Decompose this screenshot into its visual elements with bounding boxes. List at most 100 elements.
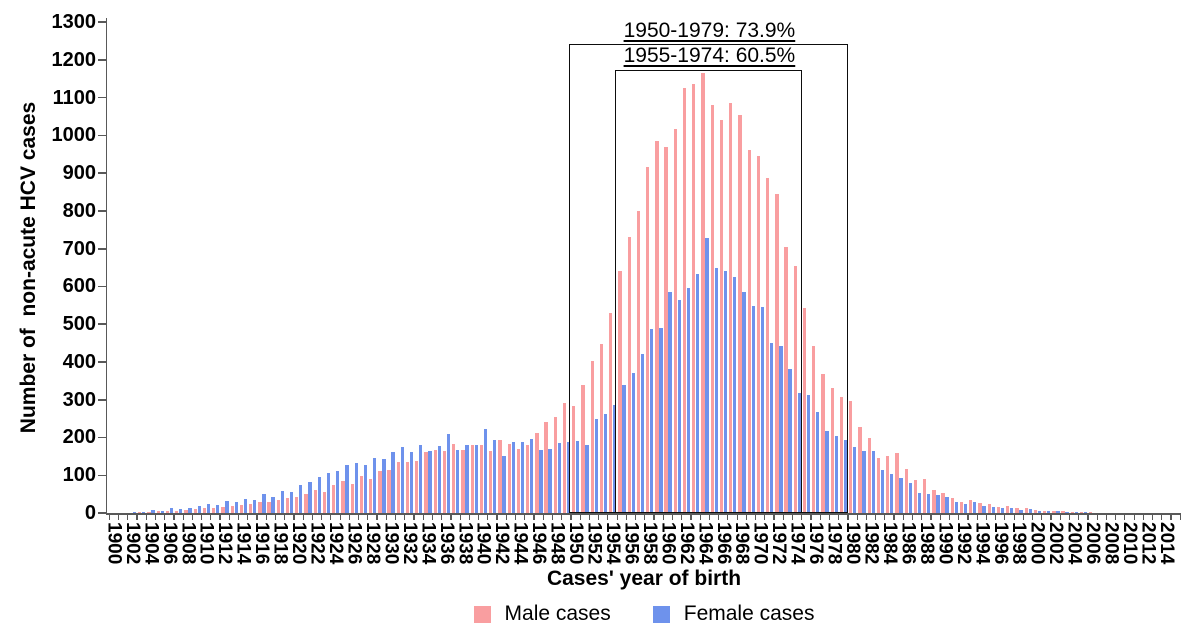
x-tick [948, 514, 951, 521]
x-tick [856, 514, 858, 521]
bar-female-1944 [520, 441, 525, 513]
bar-male-1942 [498, 440, 502, 513]
bar-female-1988 [926, 494, 931, 513]
x-tick [228, 514, 230, 521]
bar-female-1970 [760, 307, 765, 513]
bar-male-1938 [461, 449, 465, 513]
y-tick-label: 600 [62, 275, 96, 298]
bar-male-1986 [904, 469, 908, 513]
x-tick-label: 1946 [528, 522, 550, 565]
y-tick [98, 323, 106, 326]
bar-male-1959 [655, 140, 659, 513]
x-tick-label: 1962 [675, 522, 697, 565]
bar-male-1983 [876, 458, 881, 513]
bar-male-1992 [959, 502, 964, 513]
x-tick [293, 514, 295, 521]
bar-male-1915 [248, 504, 253, 513]
x-tick [754, 514, 757, 521]
bar-female-1923 [326, 473, 331, 513]
y-tick [98, 134, 106, 137]
x-tick [154, 514, 157, 521]
x-tick [718, 514, 720, 521]
male-cases-legend-label: Male cases [504, 602, 611, 625]
bar-male-1936 [442, 451, 447, 513]
x-tick-label: 1992 [952, 522, 974, 565]
x-tick-label: 2006 [1082, 522, 1104, 565]
x-tick [865, 514, 867, 521]
bar-male-1939 [470, 445, 474, 513]
x-tick [182, 514, 184, 521]
x-tick [1013, 514, 1015, 521]
x-tick [551, 514, 554, 521]
bar-male-1981 [858, 426, 862, 513]
x-tick [219, 514, 221, 521]
bar-male-1923 [322, 491, 327, 513]
bar-female-1997 [1010, 507, 1014, 513]
x-tick [237, 514, 240, 521]
bar-female-1917 [271, 496, 275, 513]
bar-male-1961 [673, 128, 677, 513]
x-tick-label: 1920 [288, 522, 310, 565]
y-tick-label: 0 [84, 502, 96, 524]
bar-male-1921 [304, 493, 308, 513]
x-tick [1041, 514, 1043, 521]
bar-female-1937 [456, 449, 460, 513]
bar-male-1953 [599, 344, 604, 513]
y-axis-line [105, 18, 108, 513]
bar-female-1904 [151, 509, 155, 513]
x-tick-label: 1966 [712, 522, 734, 565]
y-tick [98, 172, 106, 174]
bar-female-1991 [954, 501, 958, 513]
bar-male-1973 [784, 246, 788, 513]
y-tick-label: 400 [62, 350, 96, 373]
x-tick-label: 2000 [1026, 522, 1048, 565]
x-tick-label: 1964 [694, 522, 716, 565]
bar-female-1999 [1028, 509, 1032, 513]
x-tick-label: 1984 [878, 522, 900, 565]
x-tick-label: 2008 [1100, 522, 1122, 565]
x-tick [921, 514, 923, 521]
x-tick [1004, 514, 1006, 521]
bar-female-1994 [982, 505, 986, 513]
cohort-rectangle-1955-1974 [615, 70, 802, 514]
male-cases-swatch [473, 606, 491, 623]
bar-female-1906 [169, 508, 174, 513]
y-tick-label: 1300 [51, 11, 97, 33]
x-tick [616, 514, 618, 521]
bar-female-1968 [742, 292, 746, 513]
y-tick-label: 500 [62, 313, 96, 336]
x-tick [441, 514, 443, 521]
x-tick [413, 514, 415, 521]
x-tick [902, 514, 904, 521]
x-tick-label: 1926 [343, 522, 365, 565]
x-axis-line [105, 513, 1181, 515]
x-tick-label: 1978 [823, 522, 845, 565]
bar-male-1998 [1015, 508, 1019, 513]
x-tick-label: 1900 [103, 522, 125, 565]
bar-male-1924 [332, 485, 336, 513]
bar-male-1928 [369, 479, 373, 513]
x-tick [773, 514, 775, 521]
y-tick [98, 285, 106, 288]
x-tick-label: 1934 [417, 522, 439, 565]
bar-female-1951 [585, 445, 589, 513]
x-tick [745, 514, 747, 521]
x-tick-label: 1986 [897, 522, 919, 565]
bar-female-1973 [788, 368, 792, 513]
bar-female-1989 [936, 494, 940, 513]
bar-female-1980 [853, 446, 857, 513]
bar-female-1955 [622, 385, 626, 513]
x-tick [1078, 514, 1080, 521]
bar-female-1986 [908, 483, 912, 513]
x-tick [274, 514, 277, 521]
bar-female-1912 [225, 500, 229, 513]
x-tick-label: 1922 [306, 522, 328, 565]
bar-female-1998 [1019, 509, 1023, 513]
y-tick-label: 300 [62, 388, 96, 411]
bar-female-1913 [234, 502, 238, 513]
bar-male-1989 [932, 489, 936, 513]
bar-male-1958 [646, 167, 650, 513]
bar-female-1960 [668, 291, 672, 513]
bar-male-1974 [793, 265, 798, 513]
